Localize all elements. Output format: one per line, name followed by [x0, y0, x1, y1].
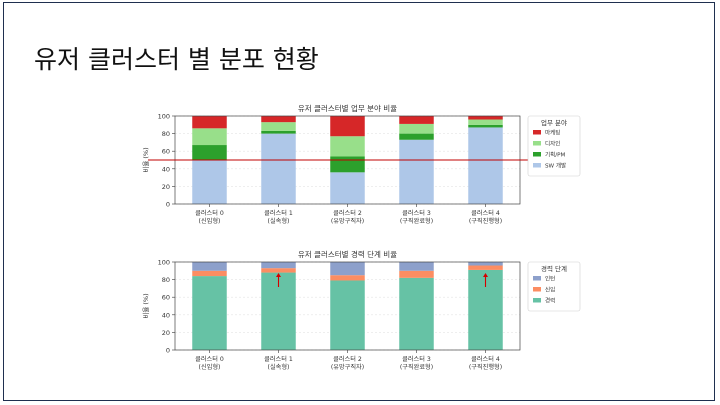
bar-segment — [468, 265, 503, 270]
chart-1: 유저 클러스터별 업무 분야 비율 0 20 40 60 80 100 비율 (%) 클러스터 … — [141, 103, 581, 225]
highlight-arrow-head — [276, 273, 281, 277]
legend-label: SW 개발 — [545, 162, 566, 170]
bar-segment — [468, 262, 503, 266]
chart-title: 유저 클러스터별 업무 분야 비율 — [298, 103, 397, 113]
bar-segment — [192, 262, 227, 271]
x-tick-label: (실속형) — [268, 363, 290, 371]
x-tick-label: 클러스터 4 — [471, 355, 500, 363]
legend-swatch — [533, 287, 541, 292]
x-tick-label: 클러스터 3 — [402, 355, 431, 363]
y-tick-label: 20 — [162, 183, 170, 191]
bar-segment — [399, 270, 434, 278]
legend-title: 업무 분야 — [541, 118, 567, 127]
legend-swatch — [533, 141, 541, 146]
x-tick-label: (구직완료형) — [400, 217, 433, 225]
x-tick-label: 클러스터 2 — [333, 209, 362, 217]
bar-segment — [468, 116, 503, 120]
legend-label: 경력 — [545, 297, 555, 305]
x-tick-label: (실속형) — [268, 217, 290, 225]
highlight-arrow-head — [483, 273, 488, 277]
x-tick-label: 클러스터 1 — [264, 355, 293, 363]
bar-segment — [468, 127, 503, 204]
bar-segment — [468, 119, 503, 125]
y-tick-label: 100 — [158, 113, 170, 121]
x-tick-label: (구직진행형) — [469, 363, 502, 371]
bar-segment — [330, 136, 365, 157]
legend-label: 마케팅 — [545, 129, 560, 137]
y-tick-label: 40 — [162, 165, 170, 173]
bar-segment — [330, 275, 365, 281]
bar-segment — [192, 160, 227, 204]
y-tick-label: 80 — [162, 276, 170, 284]
x-tick-label: (유망구직자) — [331, 363, 364, 371]
bar-segment — [192, 276, 227, 350]
bar-segment — [399, 277, 434, 350]
bar-segment — [399, 116, 434, 124]
bar-segment — [399, 139, 434, 204]
legend-label: 신입 — [545, 286, 555, 294]
bar-segment — [261, 268, 296, 273]
y-tick-label: 20 — [162, 329, 170, 337]
bar-segment — [330, 156, 365, 173]
y-tick-label: 40 — [162, 311, 170, 319]
x-tick-label: 클러스터 3 — [402, 209, 431, 217]
x-tick-label: 클러스터 0 — [195, 355, 224, 363]
y-tick-label: 100 — [158, 259, 170, 267]
y-tick-label: 60 — [162, 294, 170, 302]
legend-title: 경력 단계 — [541, 264, 567, 273]
bar-segment — [468, 124, 503, 128]
y-tick-label: 0 — [166, 347, 170, 355]
bar-segment — [399, 133, 434, 140]
x-tick-label: 클러스터 2 — [333, 355, 362, 363]
bar-segment — [330, 172, 365, 204]
bar-segment — [261, 262, 296, 269]
legend-swatch — [533, 276, 541, 281]
legend-swatch — [533, 298, 541, 303]
bar-segment — [330, 280, 365, 350]
x-tick-label: (신입형) — [199, 363, 221, 371]
x-tick-label: (구직진행형) — [469, 217, 502, 225]
x-tick-label: (유망구직자) — [331, 217, 364, 225]
legend-swatch — [533, 152, 541, 157]
x-tick-label: 클러스터 0 — [195, 209, 224, 217]
y-axis-label: 비율 (%) — [141, 293, 150, 318]
bar-segment — [330, 116, 365, 137]
x-tick-label: 클러스터 1 — [264, 209, 293, 217]
bar-segment — [192, 270, 227, 277]
bar-segment — [261, 133, 296, 204]
y-tick-label: 80 — [162, 130, 170, 138]
x-tick-label: (신입형) — [199, 217, 221, 225]
bar-segment — [399, 262, 434, 271]
bar-segment — [399, 123, 434, 134]
chart-title: 유저 클러스터별 경력 단계 비율 — [298, 249, 397, 259]
x-tick-label: (구직완료형) — [400, 363, 433, 371]
slide-title: 유저 클러스터 별 분포 현황 — [34, 45, 319, 74]
bar-segment — [330, 262, 365, 276]
legend-swatch — [533, 130, 541, 135]
legend-label: 기획/PM — [545, 151, 566, 159]
y-tick-label: 60 — [162, 148, 170, 156]
y-tick-label: 0 — [166, 201, 170, 209]
legend-label: 인턴 — [545, 276, 555, 283]
y-axis-label: 비율 (%) — [141, 147, 150, 172]
plot-frame — [174, 261, 521, 351]
chart-2: 유저 클러스터별 경력 단계 비율 0 20 40 60 80 100 비율 (%) 클러스터 … — [141, 249, 581, 371]
x-tick-label: 클러스터 4 — [471, 209, 500, 217]
bar-segment — [192, 116, 227, 129]
bar-segment — [192, 128, 227, 146]
bar-segment — [192, 145, 227, 160]
bar-segment — [261, 130, 296, 134]
bar-segment — [261, 116, 296, 123]
legend-label: 디자인 — [545, 140, 560, 148]
legend-swatch — [533, 163, 541, 168]
bar-segment — [261, 122, 296, 131]
